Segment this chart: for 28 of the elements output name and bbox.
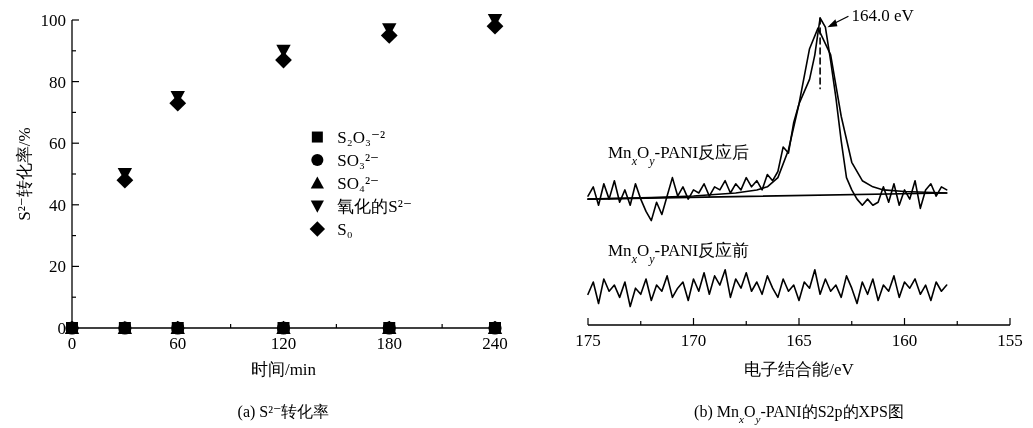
legend-label: SO₃²⁻	[337, 151, 380, 171]
x-tick-label: 60	[169, 334, 187, 353]
x-tick-label: 155	[997, 331, 1023, 350]
series-label: Mn$_{x}$O$_{y}$-PANI反应前	[608, 241, 750, 267]
legend-label: SO₄²⁻	[337, 174, 380, 194]
y-tick-label: 100	[40, 11, 66, 30]
y-tick-label: 0	[57, 319, 66, 338]
x-tick-label: 240	[482, 334, 508, 353]
text: (a) S²⁻转化率	[237, 403, 330, 421]
x-tick-label: 170	[680, 331, 707, 350]
y-tick-label: 60	[49, 134, 66, 154]
y-tick-label: 20	[49, 257, 66, 277]
x-tick-label: 160	[891, 331, 918, 350]
x-tick-label: 165	[786, 331, 812, 350]
text: (b) Mn$_{x}$O$_{y}$-PANI的S2p的XPS图	[694, 403, 904, 425]
series-label: Mn$_{x}$O$_{y}$-PANI反应后	[608, 143, 750, 169]
annotation: 164.0 eV	[851, 6, 915, 26]
y-axis-title: S²⁻转化率/%	[15, 127, 34, 221]
legend-label: S₀	[337, 220, 353, 240]
x-tick-label: 175	[575, 331, 601, 350]
legend-label: S₂O₃⁻²	[337, 128, 385, 148]
y-tick-label: 40	[49, 195, 66, 215]
x-tick-label: 120	[270, 334, 297, 353]
x-axis-title: 电子结合能/eV	[744, 360, 855, 379]
legend-label: 氧化的S²⁻	[337, 197, 412, 217]
x-tick-label: 180	[376, 334, 402, 353]
x-axis-title: 时间/min	[250, 360, 317, 379]
y-tick-label: 80	[49, 72, 66, 92]
